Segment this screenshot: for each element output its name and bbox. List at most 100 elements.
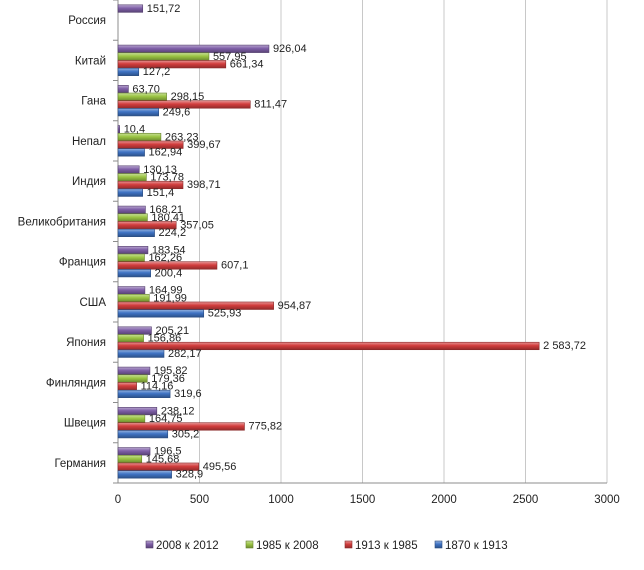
data-label: 162,26	[148, 252, 182, 264]
data-label: 305,2	[172, 428, 200, 440]
category-label: Россия	[68, 15, 106, 27]
data-label: 238,12	[161, 405, 195, 417]
data-label: 168,21	[149, 204, 183, 216]
bar	[117, 148, 145, 157]
bar	[117, 286, 146, 295]
data-label: 495,56	[203, 461, 237, 473]
data-label: 114,16	[141, 380, 174, 392]
data-label: 164,99	[149, 285, 183, 297]
legend-swatch	[245, 540, 254, 549]
data-label: 195,82	[154, 365, 188, 377]
data-label: 205,21	[155, 325, 189, 337]
category-label: Франция	[59, 257, 106, 269]
category-label: Индия	[72, 176, 106, 188]
bar	[117, 188, 143, 197]
bar	[117, 228, 155, 237]
bar	[117, 422, 245, 431]
bar	[117, 165, 140, 174]
data-label: 145,68	[146, 453, 180, 465]
bar	[117, 326, 152, 335]
bars	[117, 4, 540, 479]
gridlines	[199, 0, 608, 483]
data-label: 164,75	[149, 413, 183, 425]
data-label: 926,04	[273, 43, 307, 55]
data-label: 607,1	[221, 260, 249, 272]
data-label: 661,34	[230, 58, 264, 70]
data-label: 398,71	[187, 179, 221, 191]
bar	[117, 470, 172, 479]
legend-swatch	[344, 540, 353, 549]
data-label: 151,4	[147, 187, 175, 199]
bar	[117, 341, 540, 351]
bar	[117, 85, 129, 94]
bar	[117, 454, 143, 464]
legend-label: 1870 к 1913	[445, 540, 508, 552]
data-label: 249,6	[163, 106, 191, 118]
data-label: 775,82	[248, 421, 282, 433]
data-label: 10,4	[124, 124, 145, 136]
legend: 2008 к 2012 1985 к 2008 1913 к 1985 1870 к …	[145, 540, 508, 552]
data-label: 399,67	[187, 139, 221, 151]
bar	[117, 349, 165, 358]
data-label: 156,86	[148, 333, 182, 345]
bar	[117, 100, 251, 109]
legend-label: 1913 к 1985	[355, 540, 418, 552]
data-label: 183,54	[152, 244, 186, 256]
bar	[117, 293, 150, 303]
bar	[117, 180, 184, 190]
category-label: США	[79, 297, 106, 309]
legend-label: 1985 к 2008	[256, 540, 319, 552]
x-tick-label: 0	[115, 494, 121, 506]
x-tick-label: 2000	[431, 494, 457, 506]
x-tick-label: 1500	[350, 494, 376, 506]
bar	[117, 140, 184, 149]
bar	[117, 269, 151, 278]
legend-label: 2008 к 2012	[156, 540, 219, 552]
category-label: Германия	[54, 458, 106, 470]
data-label: 179,36	[151, 373, 185, 385]
bar	[117, 52, 210, 61]
bar	[117, 205, 146, 214]
data-label: 2 583,72	[543, 340, 586, 352]
data-label: 127,2	[143, 66, 171, 78]
legend-swatch	[434, 540, 443, 549]
category-label: Непал	[72, 136, 106, 148]
x-tick-label: 500	[190, 494, 209, 506]
data-label: 200,4	[155, 267, 183, 279]
data-label: 130,13	[143, 164, 177, 176]
data-label: 180,41	[151, 212, 185, 224]
category-label: Великобритания	[18, 216, 106, 228]
data-label: 63,70	[132, 83, 160, 95]
bar	[117, 301, 274, 310]
bar	[117, 125, 120, 134]
category-label: Финляндия	[46, 377, 106, 389]
bar	[117, 334, 144, 343]
data-label: 173,78	[150, 172, 184, 184]
data-label: 263,23	[165, 131, 199, 143]
data-label: 162,94	[149, 147, 183, 159]
bar	[117, 366, 151, 375]
category-label: Гана	[81, 96, 106, 108]
x-tick-label: 1000	[268, 494, 294, 506]
bar	[117, 173, 147, 182]
data-label: 319,6	[174, 388, 202, 400]
bar	[117, 382, 137, 391]
data-label: 224,2	[159, 227, 187, 239]
bar	[117, 389, 171, 398]
bar	[117, 414, 146, 423]
bar	[117, 430, 169, 439]
bar	[117, 60, 227, 69]
bar	[117, 4, 144, 13]
legend-swatch	[145, 540, 154, 549]
data-label: 191,99	[153, 292, 187, 304]
category-label: Япония	[66, 337, 106, 349]
category-label: Китай	[75, 55, 106, 67]
bar	[117, 253, 145, 262]
axes: 0 500 1000 1500 2000 2500 3000 Россия Китай Гана Н…	[18, 0, 620, 506]
data-label: 811,47	[254, 99, 287, 111]
data-label: 282,17	[168, 348, 202, 360]
data-label: 298,15	[171, 91, 205, 103]
